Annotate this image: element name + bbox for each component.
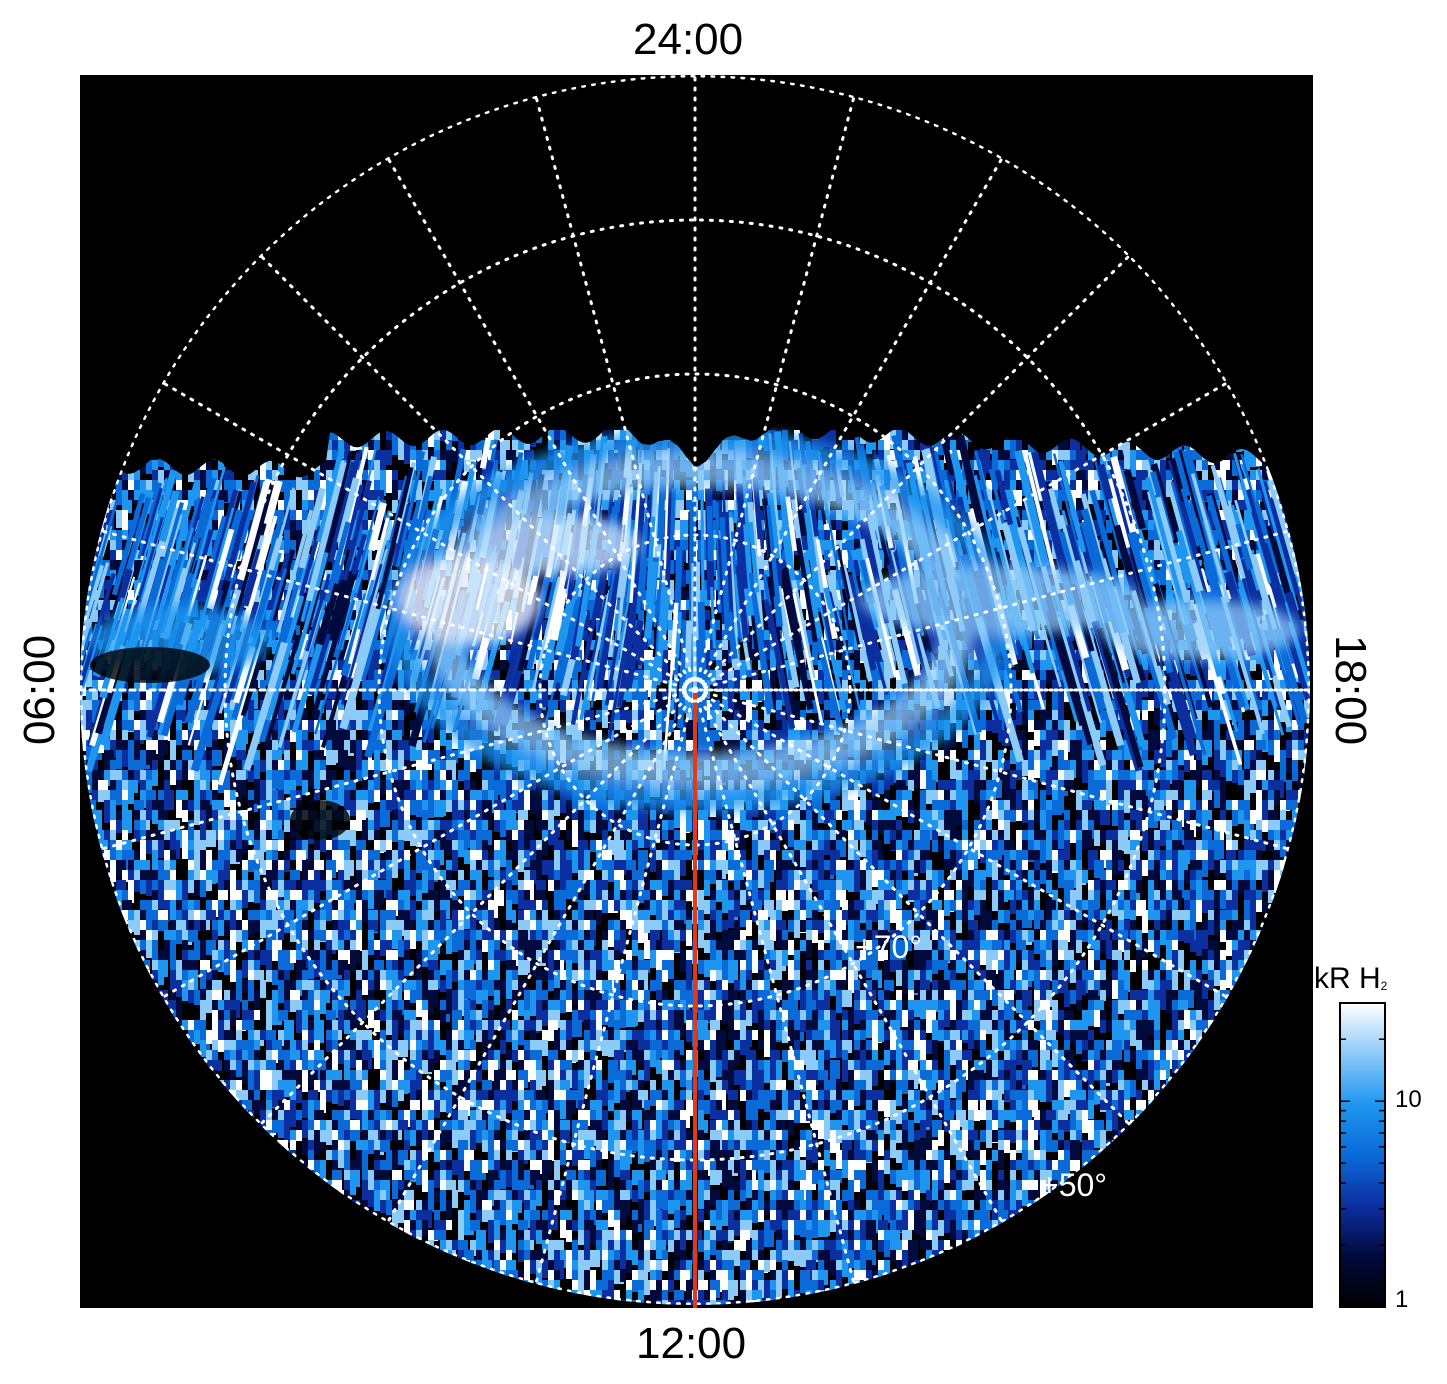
colorbar-tick-10: 10 xyxy=(1395,1086,1422,1113)
pole-marker-dot xyxy=(692,687,698,693)
pole-marker-icon xyxy=(682,677,708,703)
meridian-line xyxy=(258,253,697,692)
meridian-line xyxy=(693,155,1004,692)
meridian-line xyxy=(534,94,697,692)
meridian-line xyxy=(693,94,856,692)
meridian-line xyxy=(160,688,697,999)
local-time-label-12: 12:00 xyxy=(636,1319,747,1368)
meridian-line xyxy=(693,688,856,1286)
colorbar xyxy=(1339,1002,1386,1308)
meridian-line xyxy=(258,688,697,1127)
meridian-line xyxy=(693,253,1132,692)
local-time-label-24: 24:00 xyxy=(633,15,744,64)
meridian-line xyxy=(693,688,1230,999)
meridian-line xyxy=(160,381,697,692)
meridian-line xyxy=(693,688,1291,851)
colorbar-minor-ticks xyxy=(1340,1002,1385,1246)
local-time-label-06: 06:00 xyxy=(15,634,64,746)
meridian-line xyxy=(386,688,697,1225)
meridian-line xyxy=(99,688,697,851)
latitude-label-70: +70° xyxy=(855,929,922,965)
meridian-line xyxy=(693,688,1132,1127)
colorbar-title: kR H2 xyxy=(1314,962,1388,995)
meridian-line xyxy=(693,529,1291,692)
meridian-line xyxy=(693,381,1230,692)
meridian-line xyxy=(534,688,697,1286)
meridian-line xyxy=(386,155,697,692)
colorbar-tick-1: 1 xyxy=(1395,1286,1409,1313)
local-time-label-18: 18:00 xyxy=(1326,634,1375,746)
latitude-longitude-grid xyxy=(80,75,1310,1305)
latitude-label-50: +50° xyxy=(1040,1167,1107,1203)
meridian-line xyxy=(99,529,697,692)
meridian-line xyxy=(693,688,1004,1225)
